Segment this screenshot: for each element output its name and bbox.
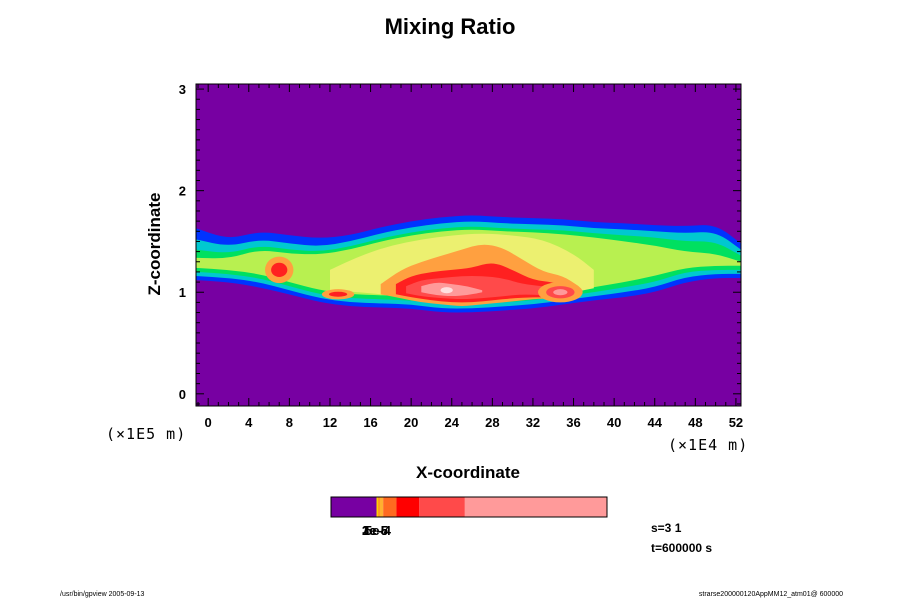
colorbar-label-3: 5e-4 (365, 523, 392, 538)
x-tick-label: 40 (607, 415, 621, 430)
x-tick-label: 12 (323, 415, 337, 430)
mixing-ratio-blob-1 (271, 262, 288, 277)
plot-title: Mixing Ratio (384, 14, 516, 39)
x-tick-label: 8 (286, 415, 293, 430)
info-subscript: s=3 1 (651, 521, 682, 535)
x-tick-label: 44 (647, 415, 662, 430)
colorbar-segment-6 (419, 497, 465, 517)
y-axis-title: Z-coordinate (145, 193, 164, 296)
colorbar-segment-3 (379, 497, 384, 517)
colorbar-segment-5 (396, 497, 420, 517)
x-tick-label: 52 (729, 415, 743, 430)
x-axis-title: X-coordinate (416, 463, 520, 482)
colorbar-labels: 1e-52e-53e-55e-4 (362, 523, 392, 538)
x-tick-label: 48 (688, 415, 702, 430)
info-time: t=600000 s (651, 541, 712, 555)
y-axis-scale-label: (×1E5 m) (106, 425, 186, 443)
footer-command: /usr/bin/gpview 2005-09-13 (60, 591, 145, 598)
x-tick-label: 32 (526, 415, 540, 430)
mixing-ratio-blob-6 (553, 289, 568, 296)
y-tick-label: 0 (179, 387, 186, 402)
colorbar (331, 497, 607, 517)
mixing-ratio-field (196, 215, 741, 313)
colorbar-segment-7 (464, 497, 607, 517)
x-axis-scale-label: (×1E4 m) (668, 436, 748, 454)
x-tick-label: 0 (205, 415, 212, 430)
x-tick-label: 36 (566, 415, 580, 430)
x-tick-label: 4 (245, 415, 253, 430)
y-tick-label: 1 (179, 285, 186, 300)
mixing-ratio-blob-3 (328, 291, 348, 297)
x-tick-label: 24 (445, 415, 460, 430)
x-tick-label: 28 (485, 415, 499, 430)
colorbar-segment-2 (378, 497, 380, 517)
y-tick-label: 2 (179, 184, 186, 199)
colorbar-segment-0 (331, 497, 377, 517)
colorbar-label-2: 3e-5 (362, 523, 388, 538)
colorbar-label-1: 2e-5 (362, 523, 388, 538)
y-tick-label: 3 (179, 82, 186, 97)
footer-file: strarse200000120AppMM12_atm01@ 600000 (699, 591, 843, 598)
plot-frame (195, 83, 742, 407)
colorbar-segment-4 (383, 497, 397, 517)
x-tick-label: 20 (404, 415, 418, 430)
x-tick-label: 16 (363, 415, 377, 430)
colorbar-label-0: 1e-5 (362, 523, 388, 538)
axis-ticks (196, 84, 741, 406)
colorbar-segment-1 (376, 497, 379, 517)
mixing-ratio-blob-7 (440, 287, 453, 294)
colorbar-frame (330, 496, 608, 518)
